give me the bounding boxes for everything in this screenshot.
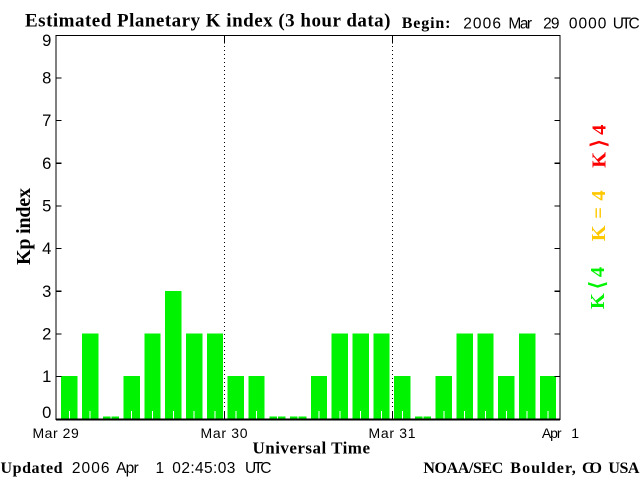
svg-text:Universal Time: Universal Time xyxy=(253,439,371,458)
svg-text:1: 1 xyxy=(156,460,165,477)
svg-text:1: 1 xyxy=(42,367,51,386)
svg-text:5: 5 xyxy=(42,197,51,216)
svg-text:Begin:: Begin: xyxy=(402,15,451,32)
svg-text:UTC: UTC xyxy=(613,16,640,33)
svg-text:Apr: Apr xyxy=(542,425,562,441)
svg-text:CO: CO xyxy=(582,460,602,477)
svg-text:NOAA/SEC: NOAA/SEC xyxy=(423,460,503,477)
svg-text:Boulder,: Boulder, xyxy=(510,460,575,477)
svg-text:6: 6 xyxy=(42,154,51,173)
svg-text:Estimated Planetary K index (3: Estimated Planetary K index (3 hour data… xyxy=(25,11,391,32)
svg-text:USA: USA xyxy=(608,460,639,477)
svg-text:K=4: K=4 xyxy=(588,184,610,241)
svg-text:K⟩4: K⟩4 xyxy=(589,120,611,168)
svg-text:02:45:03: 02:45:03 xyxy=(172,460,235,477)
svg-text:2006: 2006 xyxy=(72,460,110,477)
svg-text:0000: 0000 xyxy=(569,16,607,33)
svg-text:Mar 29: Mar 29 xyxy=(32,425,79,441)
svg-text:9: 9 xyxy=(42,31,51,50)
svg-text:1: 1 xyxy=(571,425,579,441)
svg-text:Mar: Mar xyxy=(508,16,532,33)
svg-text:2: 2 xyxy=(42,325,51,344)
svg-text:Mar 31: Mar 31 xyxy=(369,425,416,441)
svg-text:2006: 2006 xyxy=(463,16,501,33)
svg-text:Mar 30: Mar 30 xyxy=(201,425,248,441)
svg-text:Updated: Updated xyxy=(1,460,63,477)
svg-text:K⟨4: K⟨4 xyxy=(587,263,609,309)
svg-text:4: 4 xyxy=(42,239,51,258)
svg-text:29: 29 xyxy=(543,16,559,33)
svg-text:7: 7 xyxy=(42,111,51,130)
svg-text:UTC: UTC xyxy=(245,460,272,477)
svg-text:Kp index: Kp index xyxy=(13,188,35,265)
svg-text:0: 0 xyxy=(42,403,51,422)
svg-text:Apr: Apr xyxy=(116,460,139,477)
svg-text:8: 8 xyxy=(42,69,51,88)
svg-text:3: 3 xyxy=(42,282,51,301)
